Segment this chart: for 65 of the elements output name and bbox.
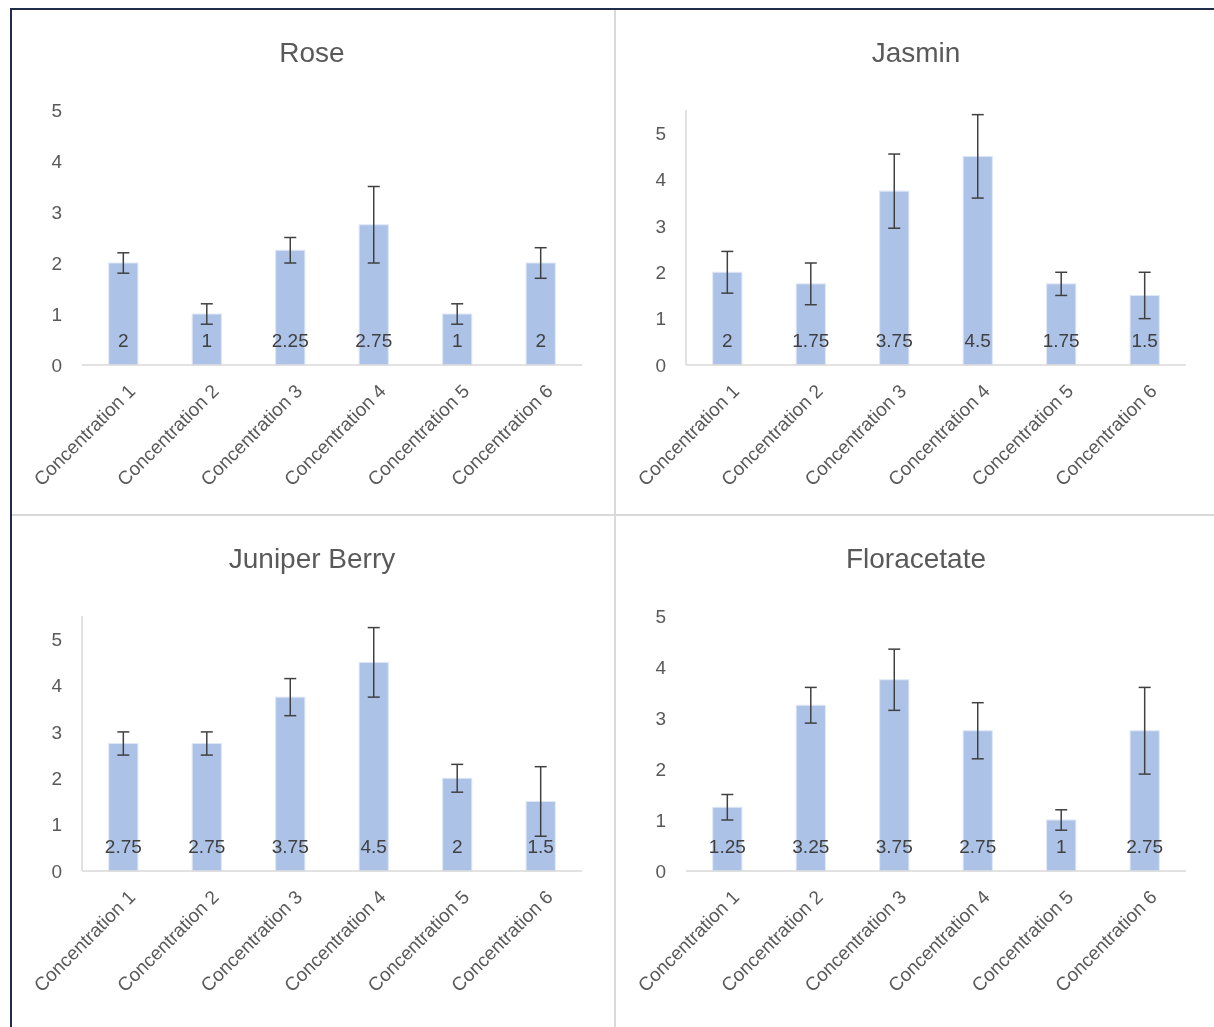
bar [442, 313, 473, 366]
data-label: 4.5 [360, 836, 387, 857]
data-label: 2.25 [271, 330, 309, 351]
bar [191, 313, 222, 366]
y-tick-label: 5 [655, 605, 666, 627]
y-tick-label: 3 [51, 721, 62, 743]
chart-title: Juniper Berry [228, 543, 396, 574]
data-label: 2.75 [188, 836, 226, 857]
y-tick-label: 4 [51, 150, 63, 172]
y-tick-label: 0 [655, 354, 666, 376]
y-tick-label: 5 [51, 99, 62, 121]
data-label: 1 [201, 330, 213, 351]
bar [525, 800, 556, 872]
data-label: 2 [535, 330, 546, 351]
data-label: 2.75 [1126, 836, 1164, 857]
y-tick-label: 2 [51, 767, 62, 789]
chart-title: Jasmin [871, 37, 961, 68]
bar [1129, 294, 1160, 366]
y-tick-label: 0 [51, 354, 62, 376]
data-label: 1.75 [792, 330, 830, 351]
y-tick-label: 3 [655, 215, 666, 237]
y-tick-label: 0 [655, 860, 666, 882]
data-label: 3.75 [875, 330, 913, 351]
bar [525, 262, 556, 366]
bar [442, 777, 473, 872]
y-tick-label: 5 [51, 628, 62, 650]
chart-title: Floracetate [845, 543, 987, 574]
data-label: 1 [451, 330, 463, 351]
y-tick-label: 2 [655, 261, 666, 283]
data-label: 2 [722, 330, 733, 351]
y-tick-label: 1 [655, 809, 666, 831]
y-tick-label: 1 [51, 303, 62, 325]
bar [962, 155, 993, 366]
y-tick-label: 1 [655, 308, 666, 330]
y-tick-label: 4 [655, 169, 667, 191]
data-label: 1 [1055, 836, 1067, 857]
data-label: 3.75 [875, 836, 913, 857]
y-tick-label: 4 [51, 675, 63, 697]
data-label: 1.75 [1042, 330, 1080, 351]
bar [358, 661, 389, 872]
data-label: 2 [451, 836, 463, 857]
chart-title: Rose [279, 37, 345, 68]
data-label: 3.25 [792, 836, 830, 857]
data-label: 1.25 [708, 836, 746, 857]
data-label: 2.75 [104, 836, 142, 857]
bar [108, 262, 139, 366]
bar [1046, 283, 1077, 366]
data-label: 1.5 [527, 836, 554, 857]
bar [712, 271, 743, 366]
bar [712, 806, 743, 872]
y-tick-label: 4 [655, 656, 667, 678]
y-tick-label: 2 [655, 758, 666, 780]
bar [1046, 819, 1077, 872]
y-tick-label: 5 [655, 122, 666, 144]
data-label: 2.75 [959, 836, 997, 857]
y-tick-label: 3 [655, 707, 666, 729]
y-tick-label: 3 [51, 201, 62, 223]
data-label: 1.5 [1131, 330, 1158, 351]
data-label: 4.5 [964, 330, 991, 351]
data-label: 2.75 [355, 330, 393, 351]
y-tick-label: 2 [51, 252, 62, 274]
data-label: 2 [118, 330, 129, 351]
data-label: 3.75 [271, 836, 309, 857]
y-tick-label: 0 [51, 860, 62, 882]
y-tick-label: 1 [51, 814, 62, 836]
